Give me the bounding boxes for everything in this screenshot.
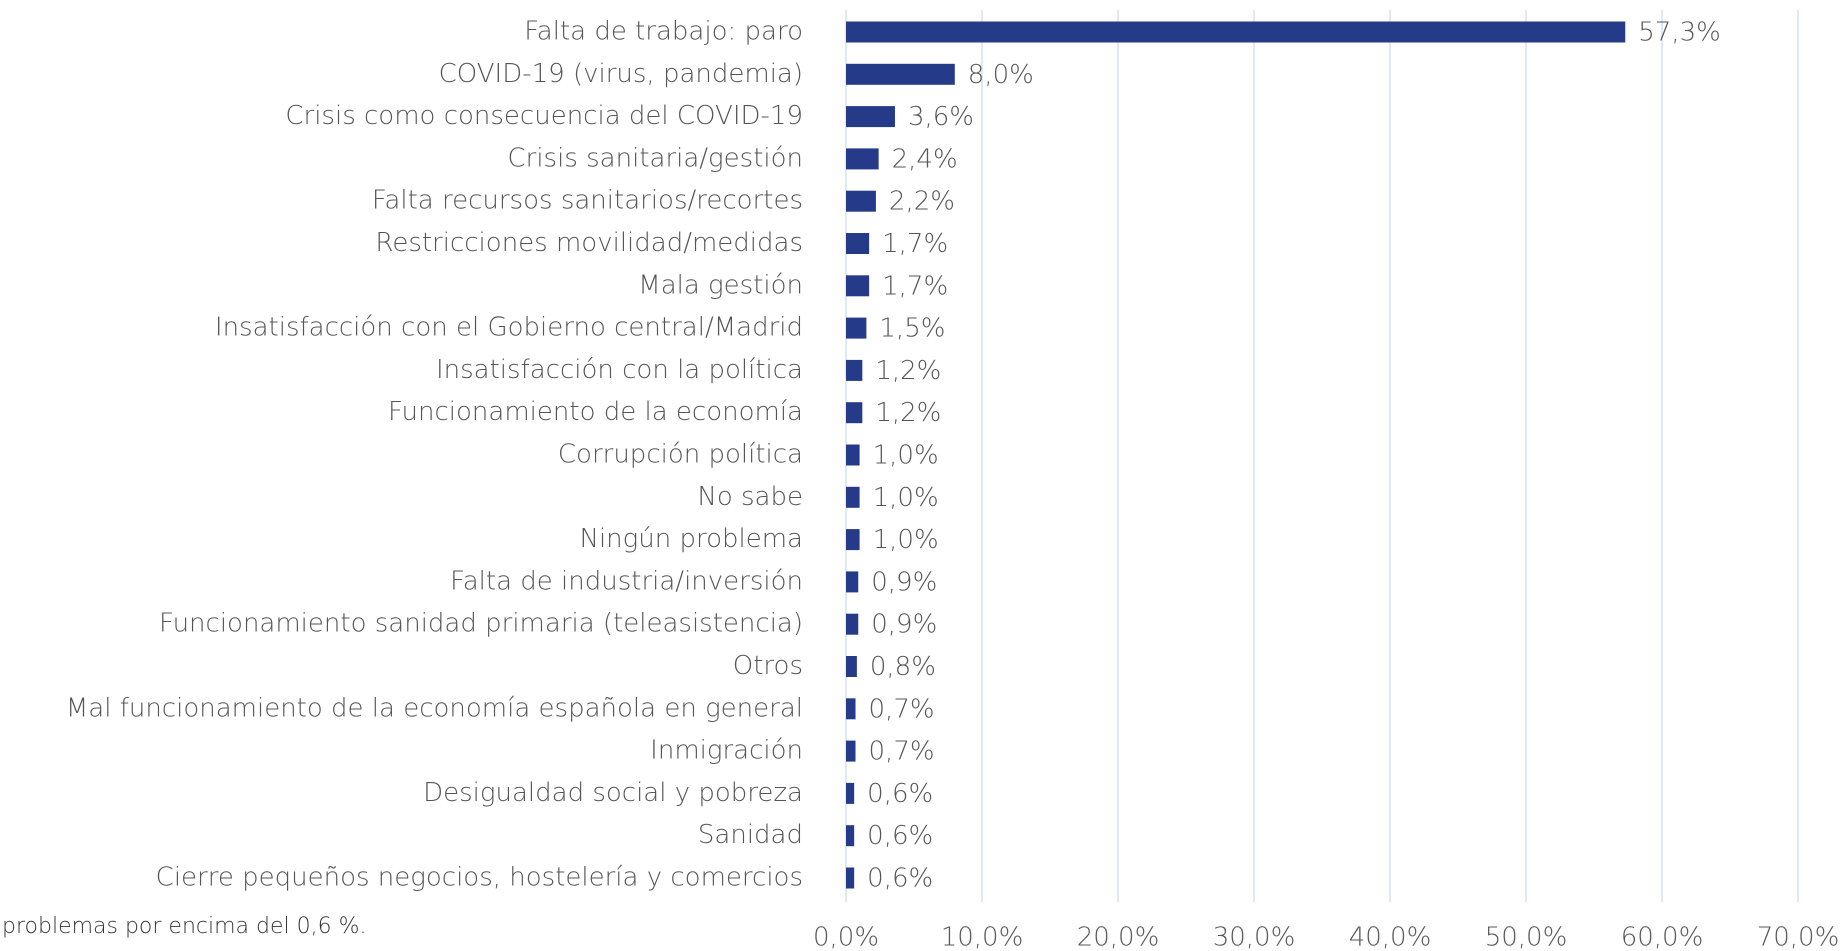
bar [846,825,855,847]
y-tick-label: COVID-19 (virus, pandemia) [439,59,803,89]
y-tick-label: Funcionamiento sanidad primaria (teleasi… [159,609,803,639]
bar [846,63,955,85]
value-label: 1,7% [882,271,948,301]
value-label: 2,2% [889,187,955,217]
x-tick-label: 20,0% [1077,923,1160,951]
bar [846,317,867,339]
x-tick-label: 70,0% [1757,923,1840,951]
bar [846,275,870,297]
bar [846,782,855,804]
bar [846,148,879,170]
y-tick-label: Desigualdad social y pobreza [423,778,803,808]
y-tick-label: Corrupción política [558,440,803,470]
y-tick-label: Cierre pequeños negocios, hostelería y c… [156,863,803,893]
x-tick-label: 60,0% [1621,923,1704,951]
y-tick-label: Insatisfacción con el Gobierno central/M… [215,313,803,343]
value-label: 0,6% [867,864,933,894]
value-label: 1,2% [875,356,941,386]
bar [846,444,860,466]
value-label: 1,0% [873,483,939,513]
bar [846,21,1626,43]
y-tick-label: Crisis como consecuencia del COVID-19 [285,101,803,131]
bar [846,613,859,635]
value-label: 2,4% [892,144,958,174]
x-tick-label: 30,0% [1213,923,1296,951]
value-label: 0,6% [867,821,933,851]
value-label: 1,7% [882,229,948,259]
x-tick-label: 50,0% [1485,923,1568,951]
bar [846,529,860,551]
y-tick-label: Crisis sanitaria/gestión [507,143,803,173]
value-label: 1,2% [875,398,941,428]
y-tick-label: Falta recursos sanitarios/recortes [372,186,803,216]
value-label: 3,6% [908,102,974,132]
y-tick-label: Mala gestión [638,270,803,300]
y-tick-label: Inmigración [650,736,803,766]
y-tick-label: Sanidad [698,820,803,850]
value-label: 57,3% [1638,18,1721,48]
y-tick-label: Otros [733,651,803,681]
y-tick-label: Funcionamiento de la economía [388,397,803,427]
x-tick-label: 10,0% [941,923,1024,951]
bar [846,106,895,128]
value-label: 1,0% [873,441,939,471]
y-tick-label: Ningún problema [580,524,804,554]
x-tick-label: 0,0% [813,923,879,951]
value-label: 0,9% [871,567,937,597]
y-tick-label: No sabe [697,482,803,512]
bar [846,359,863,381]
value-label: 0,9% [871,610,937,640]
bar [846,486,860,508]
value-label: 1,5% [879,314,945,344]
y-tick-label: Insatisfacción con la política [436,355,803,385]
y-tick-label: Restricciones movilidad/medidas [375,228,803,258]
bar [846,402,863,424]
bar [846,190,876,212]
bar [846,656,857,677]
y-tick-label: Falta de industria/inversión [450,566,803,596]
bar [846,698,856,720]
bar [846,233,870,254]
y-tick-label: Falta de trabajo: paro [524,17,803,47]
x-tick-label: 40,0% [1349,923,1432,951]
value-label: 0,8% [870,652,936,682]
y-tick-label: Mal funcionamiento de la economía españo… [66,693,803,723]
bar [846,740,856,762]
value-label: 0,6% [867,779,933,809]
footnote: problemas por encima del 0,6 %. [2,914,367,939]
value-label: 0,7% [869,694,935,724]
bar [846,571,859,593]
bar [846,867,855,889]
value-label: 8,0% [968,60,1034,90]
value-label: 0,7% [869,737,935,767]
value-label: 1,0% [873,525,939,555]
